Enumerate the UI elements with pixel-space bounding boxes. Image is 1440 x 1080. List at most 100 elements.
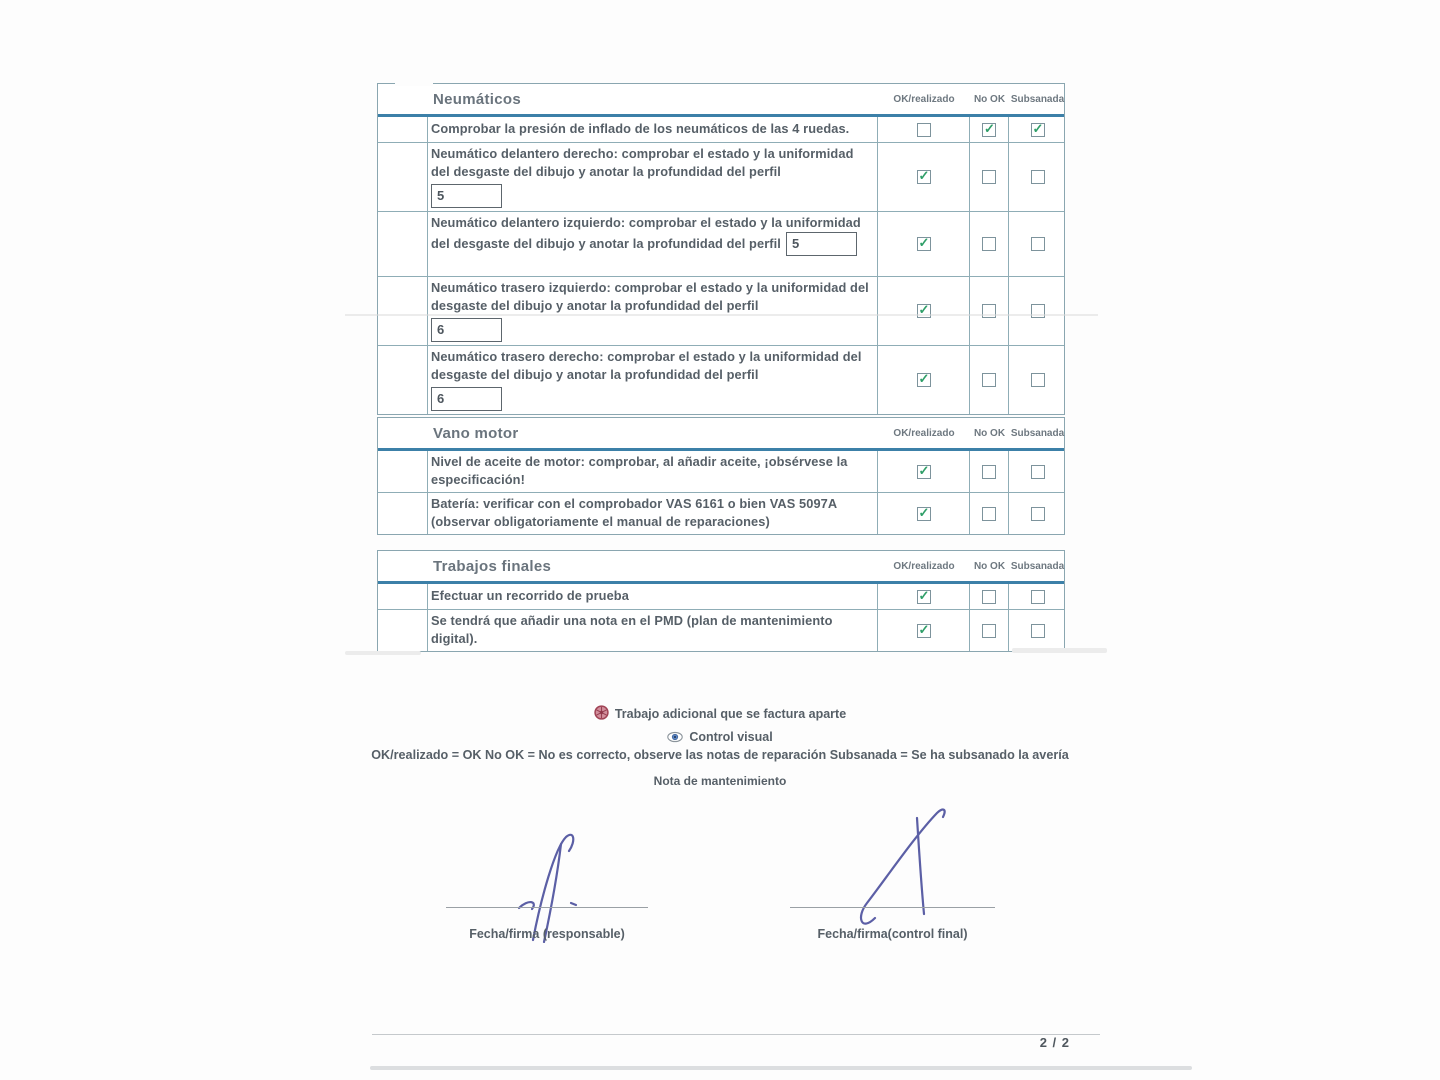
checkbox-subsanada[interactable] [1030,170,1045,184]
tread-depth-field[interactable]: 6 [431,318,502,342]
checkbox-subsanada[interactable] [1030,623,1045,638]
eye-icon [667,731,684,743]
signature-label-right: Fecha/firma(control final) [817,927,968,941]
row-description: Neumático delantero derecho: comprobar e… [428,143,878,211]
legend-visual-check: Control visual [0,730,1440,744]
checkbox-ok[interactable] [916,505,931,521]
maintenance-note-label: Nota de mantenimiento [653,774,787,788]
checkbox-ok[interactable] [916,371,931,387]
table-row: Se tendrá que añadir una nota en el PMD … [378,609,1064,651]
column-header-subsanada: Subsanada [1010,560,1065,572]
footer-rule [372,1034,1100,1035]
column-header-ok: OK/realizado [893,427,955,439]
table-neumaticos: Neumáticos OK/realizado No OK Subsanada … [377,83,1065,415]
row-description: Comprobar la presión de inflado de los n… [428,117,878,142]
tread-depth-field[interactable]: 5 [785,232,857,256]
checkbox-no-ok[interactable] [982,464,996,479]
tread-depth-field[interactable]: 6 [431,387,502,411]
table-row: Neumático delantero izquierdo: comprobar… [378,211,1064,276]
row-margin-cell [378,451,428,492]
table-row: Neumático delantero derecho: comprobar e… [378,142,1064,211]
checkbox-no-ok[interactable] [982,121,996,137]
row-text: Neumático delantero izquierdo: comprobar… [431,215,861,252]
row-margin-cell [378,277,428,345]
row-description: Neumático trasero izquierdo: comprobar e… [428,277,878,345]
row-text: Neumático delantero derecho: comprobar e… [431,146,854,179]
checkbox-no-ok[interactable] [982,170,996,184]
scan-smudge [1012,648,1107,653]
row-text: Neumático trasero derecho: comprobar el … [431,349,862,382]
checkbox-ok[interactable] [916,622,931,638]
checkbox-no-ok[interactable] [982,623,996,638]
row-description: Nivel de aceite de motor: comprobar, al … [428,451,878,492]
checkbox-subsanada[interactable] [1030,464,1045,479]
checkbox-ok[interactable] [916,463,931,479]
row-margin-cell [378,584,428,609]
checkbox-subsanada[interactable] [1030,237,1045,251]
row-description: Batería: verificar con el comprobador VA… [428,493,878,534]
scan-smudge [345,651,421,655]
table-row: Batería: verificar con el comprobador VA… [378,492,1064,534]
signature-label-left: Fecha/firma (responsable) [469,927,625,941]
row-margin-cell [378,610,428,651]
row-text: Neumático trasero izquierdo: comprobar e… [431,280,869,313]
row-text: Efectuar un recorrido de prueba [431,588,629,603]
table-title: Trabajos finales [433,557,552,575]
table-row: Efectuar un recorrido de prueba [378,584,1064,609]
legend-abbreviations: OK/realizado = OK No OK = No es correcto… [371,748,1069,762]
checkbox-subsanada[interactable] [1030,121,1045,137]
legend-additional-work-label: Trabajo adicional que se factura aparte [614,707,847,721]
signature-control-final [859,808,946,925]
checkbox-subsanada[interactable] [1030,506,1045,521]
row-margin-cell [378,493,428,534]
table-header: Neumáticos OK/realizado No OK Subsanada [378,84,1064,117]
scan-artifact-notch [395,79,433,86]
column-header-ok: OK/realizado [893,560,955,572]
row-margin-cell [378,346,428,414]
table-trabajos-finales: Trabajos finales OK/realizado No OK Subs… [377,550,1065,652]
checkbox-ok[interactable] [916,122,931,137]
checkbox-ok[interactable] [916,588,931,604]
table-header: Vano motor OK/realizado No OK Subsanada [378,418,1064,451]
table-row: Neumático trasero derecho: comprobar el … [378,345,1064,414]
table-header: Trabajos finales OK/realizado No OK Subs… [378,551,1064,584]
tread-depth-field[interactable]: 5 [431,184,502,208]
row-margin-cell [378,143,428,211]
signature-responsable [517,833,578,943]
checkbox-no-ok[interactable] [982,589,996,604]
scan-crease-line [345,314,1098,316]
legend-visual-check-label: Control visual [689,730,773,744]
column-header-no-ok: No OK [973,427,1006,439]
row-description: Efectuar un recorrido de prueba [428,584,878,609]
table-vano-motor: Vano motor OK/realizado No OK Subsanada … [377,417,1065,535]
table-row: Comprobar la presión de inflado de los n… [378,117,1064,142]
checkbox-subsanada[interactable] [1030,373,1045,387]
table-title: Neumáticos [433,90,522,108]
row-description: Se tendrá que añadir una nota en el PMD … [428,610,878,651]
checkbox-no-ok[interactable] [982,506,996,521]
row-text: Comprobar la presión de inflado de los n… [431,121,850,136]
column-header-no-ok: No OK [973,560,1006,572]
row-text: Nivel de aceite de motor: comprobar, al … [431,454,848,487]
table-title: Vano motor [433,424,519,442]
row-description: Neumático trasero derecho: comprobar el … [428,346,878,414]
row-text: Se tendrá que añadir una nota en el PMD … [431,613,833,646]
billable-work-rosette-icon [594,705,609,720]
legend-additional-work: Trabajo adicional que se factura aparte [0,705,1440,721]
checkbox-ok[interactable] [916,235,931,251]
row-margin-cell [378,212,428,276]
checkbox-ok[interactable] [916,168,931,184]
signature-line-right [790,907,995,908]
column-header-ok: OK/realizado [893,93,955,105]
row-description: Neumático delantero izquierdo: comprobar… [428,212,878,276]
table-row: Neumático trasero izquierdo: comprobar e… [378,276,1064,345]
checkbox-no-ok[interactable] [982,237,996,251]
checkbox-no-ok[interactable] [982,373,996,387]
column-header-no-ok: No OK [973,93,1006,105]
row-text: Batería: verificar con el comprobador VA… [431,496,837,529]
scan-edge-artifact [370,1066,1192,1070]
checkbox-subsanada[interactable] [1030,589,1045,604]
row-margin-cell [378,117,428,142]
column-header-subsanada: Subsanada [1010,427,1065,439]
